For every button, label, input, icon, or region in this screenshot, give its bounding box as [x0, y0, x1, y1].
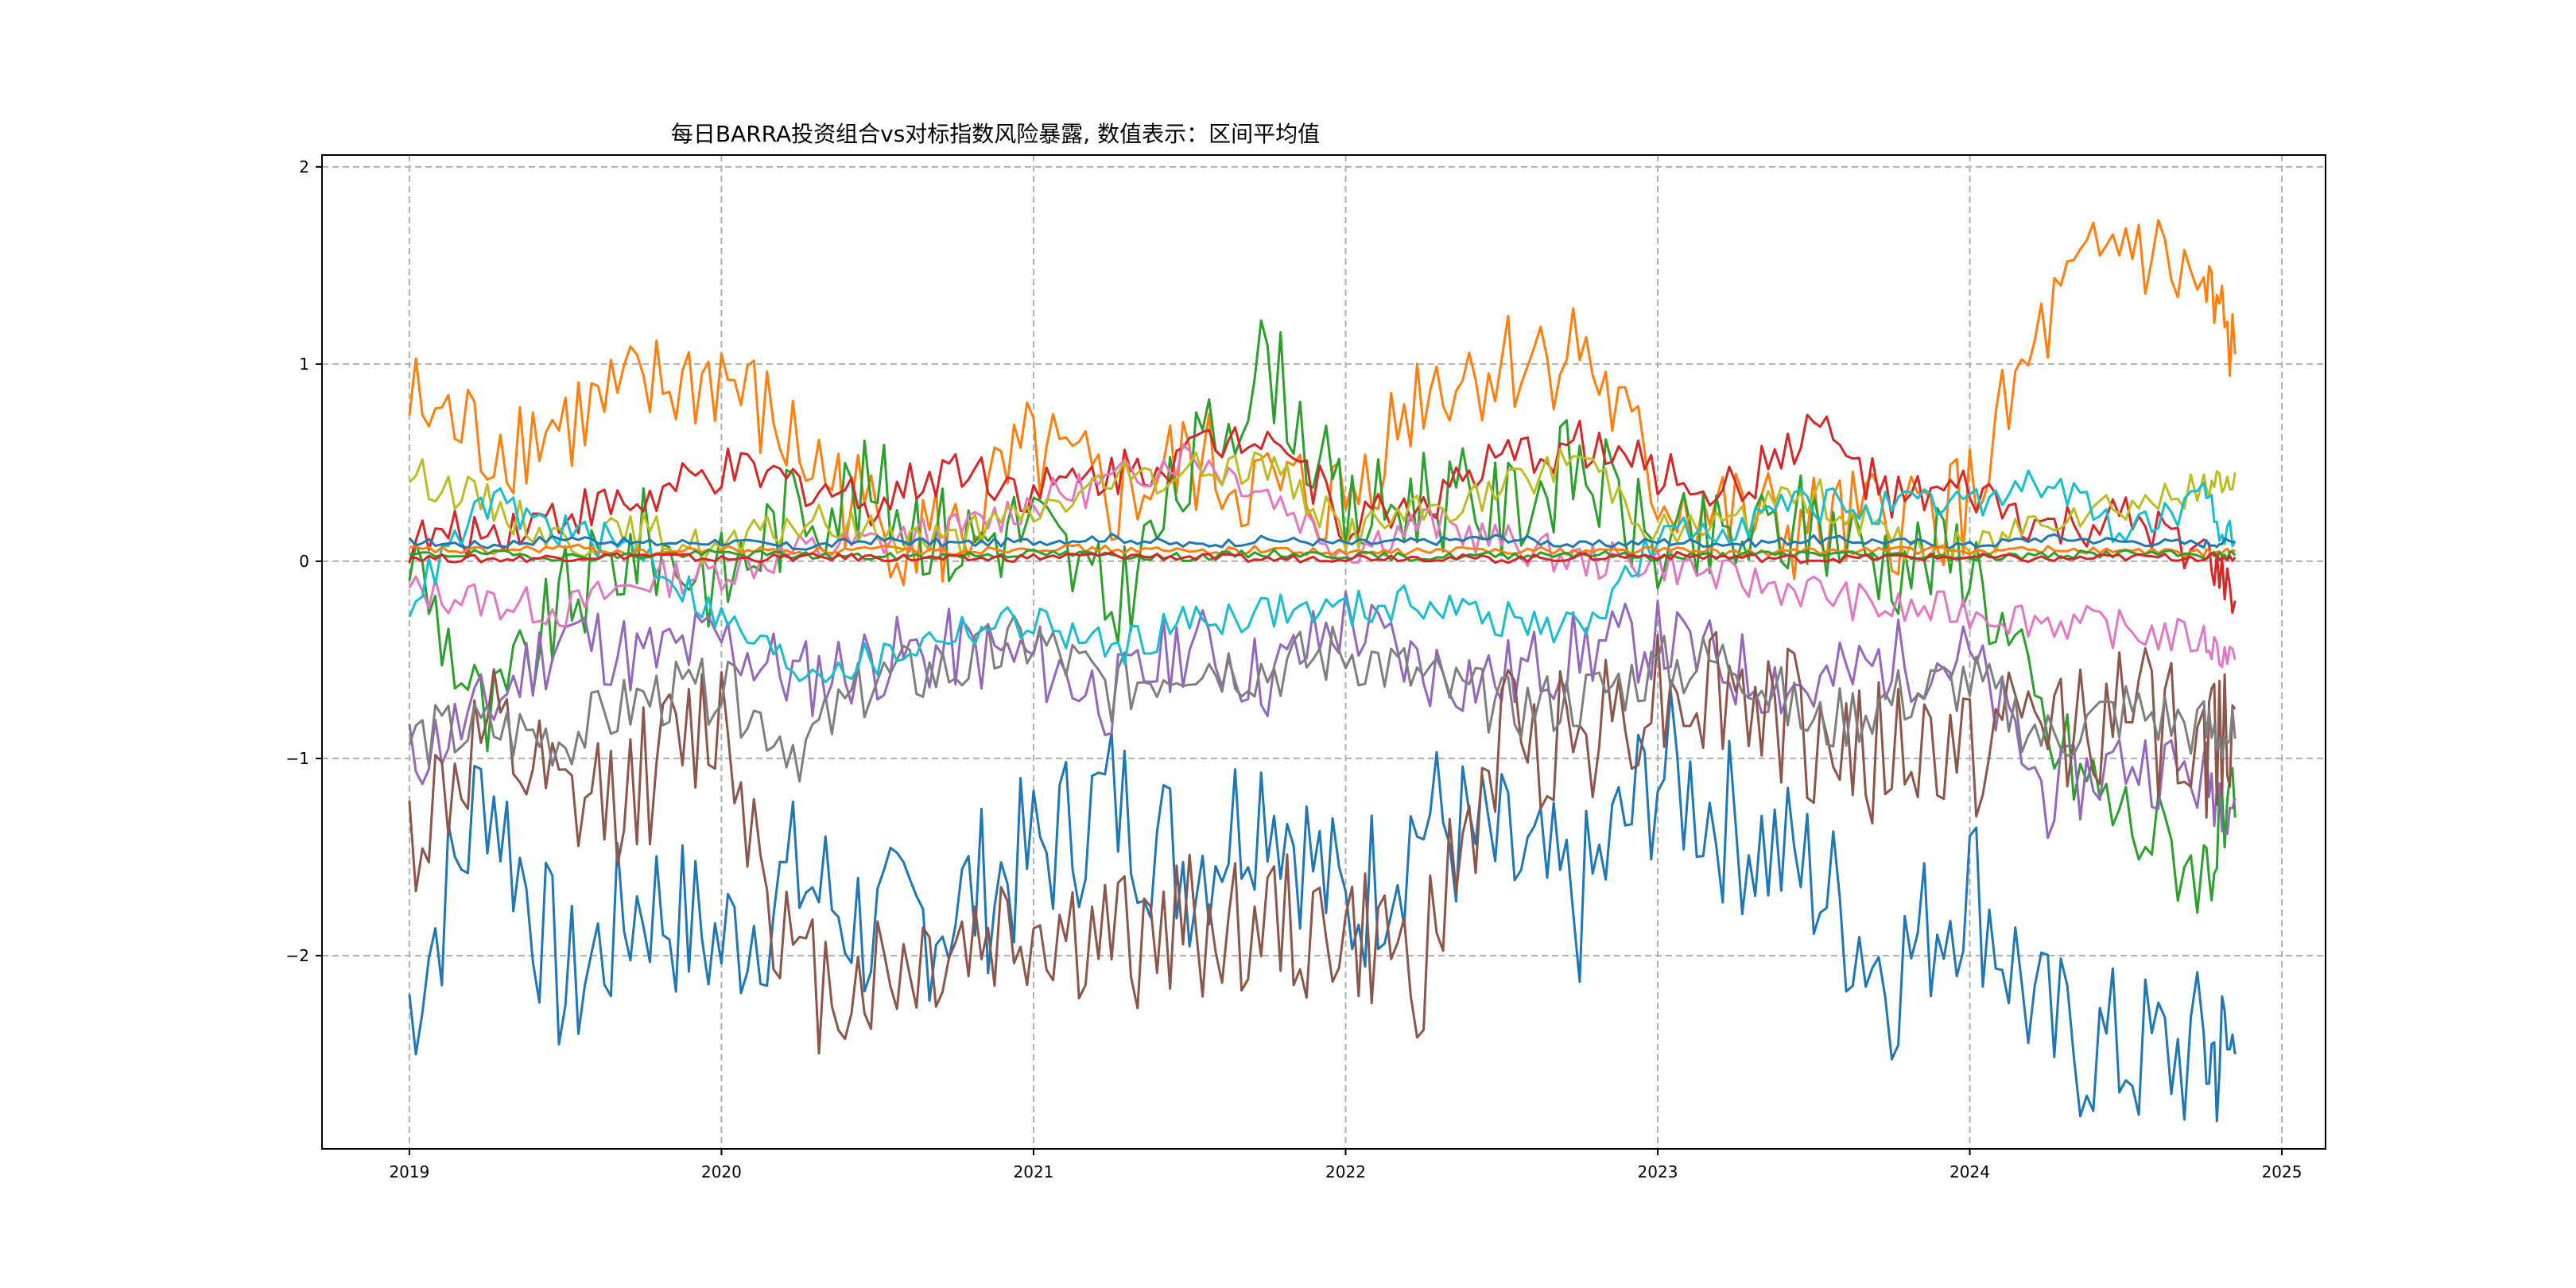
x-tick-label: 2020: [701, 1162, 742, 1181]
series-line-5: [408, 591, 2237, 840]
y-tick-label: 2: [299, 157, 309, 177]
chart-title: 每日BARRA投资组合vs对标指数风险暴露, 数值表示：区间平均值: [671, 121, 1320, 147]
series-line-2: [408, 219, 2237, 587]
x-axis: 2019 2020 2021 2022 2023 2024 2025: [389, 1149, 2302, 1181]
x-tick-label: 2021: [1014, 1162, 1054, 1181]
series-line-14: [409, 550, 2237, 564]
series-line-11: [408, 532, 2236, 551]
x-tick-label: 2019: [389, 1162, 429, 1181]
x-tick-label: 2025: [2262, 1162, 2302, 1181]
y-tick-label: −1: [286, 749, 309, 768]
y-tick-label: −2: [286, 946, 309, 965]
series-line-8: [408, 615, 2237, 783]
plot-frame: [321, 154, 2326, 1150]
y-tick-label: 1: [299, 355, 309, 374]
series-line-3: [408, 319, 2237, 914]
x-tick-label: 2024: [1949, 1162, 1990, 1181]
x-tick-label: 2022: [1325, 1162, 1366, 1181]
grid: [322, 155, 2326, 1149]
series-line-13: [409, 548, 2237, 562]
series-group: [408, 219, 2237, 1123]
series-line-1: [408, 689, 2237, 1123]
series-line-10: [408, 469, 2237, 684]
y-tick-label: 0: [299, 552, 309, 571]
series-line-6: [408, 630, 2237, 1055]
series-line-9: [408, 448, 2237, 565]
y-axis: −2 −1 0 1 2: [286, 157, 322, 965]
series-line-12: [409, 543, 2236, 559]
x-tick-label: 2023: [1638, 1162, 1678, 1181]
